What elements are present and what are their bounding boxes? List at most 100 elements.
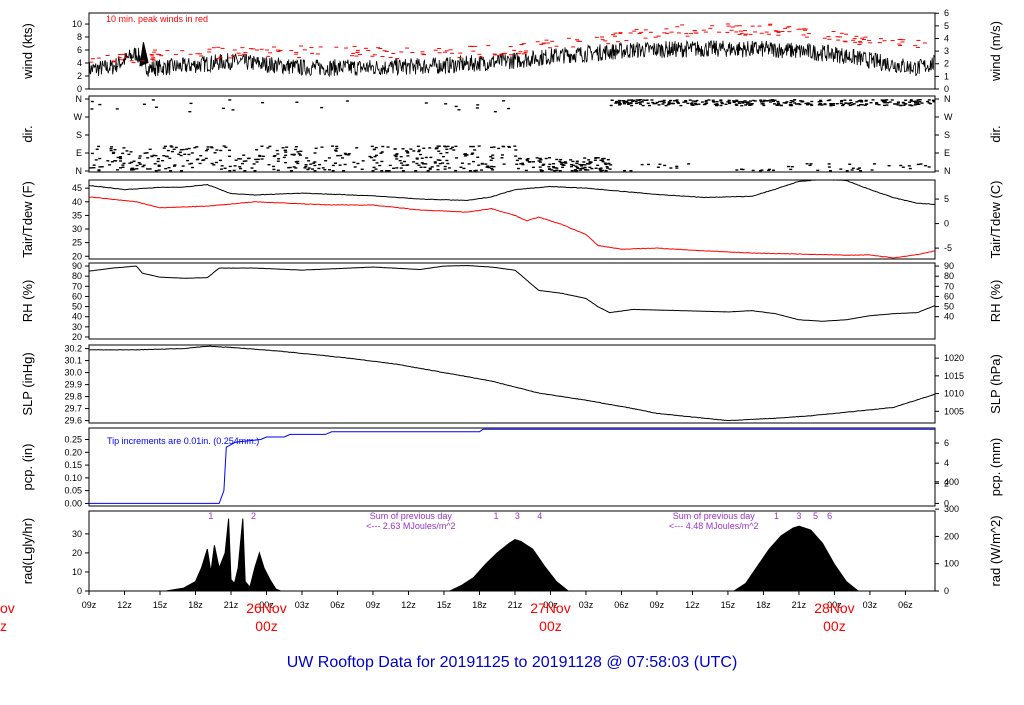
direction-point xyxy=(806,104,810,106)
x-tick-label: 06z xyxy=(330,600,345,610)
y-tick-label-left: 0.10 xyxy=(64,473,82,483)
direction-point xyxy=(741,168,745,171)
direction-point xyxy=(715,104,719,107)
direction-point xyxy=(586,169,590,171)
direction-point xyxy=(827,163,831,165)
direction-point xyxy=(231,109,235,111)
direction-point xyxy=(210,146,214,149)
direction-point xyxy=(454,145,458,148)
direction-point xyxy=(885,99,889,101)
y-tick-label-left: 30.1 xyxy=(64,356,82,366)
direction-point xyxy=(441,155,445,158)
direction-point xyxy=(405,164,409,166)
y-tick-label-left: 30 xyxy=(72,322,82,332)
direction-point xyxy=(882,100,886,103)
direction-point xyxy=(582,161,586,163)
direction-point xyxy=(355,147,359,149)
direction-point xyxy=(167,166,171,169)
direction-point xyxy=(253,170,257,172)
y-axis-label-left: RH (%) xyxy=(20,280,35,323)
direction-point xyxy=(776,103,780,106)
direction-point xyxy=(119,157,123,160)
hour-marker: 3 xyxy=(515,511,520,521)
direction-point xyxy=(452,149,456,151)
direction-point xyxy=(776,102,780,105)
y-tick-label-right: 1005 xyxy=(944,406,964,416)
direction-point xyxy=(476,104,480,106)
direction-point xyxy=(684,101,688,103)
direction-point xyxy=(146,157,150,159)
direction-point xyxy=(372,148,376,151)
direction-point xyxy=(870,169,874,171)
direction-point xyxy=(125,150,129,152)
direction-point xyxy=(256,158,260,161)
direction-point xyxy=(617,99,621,102)
direction-point xyxy=(860,101,864,103)
direction-point xyxy=(555,167,559,169)
y-tick-label-right: E xyxy=(944,148,950,158)
direction-point xyxy=(174,146,178,149)
direction-point xyxy=(294,146,298,148)
direction-point xyxy=(313,152,317,154)
direction-point xyxy=(640,101,644,103)
chart-panel-6: pcp. (in) pcp. (mm) 0.00 0.05 0.10 0.15 0.20 0.… xyxy=(20,427,1003,508)
direction-point xyxy=(296,162,300,165)
direction-point xyxy=(916,102,920,104)
direction-point xyxy=(552,163,556,165)
direction-point xyxy=(789,102,793,104)
direction-point xyxy=(516,167,520,170)
direction-point xyxy=(255,161,259,163)
direction-point xyxy=(380,151,384,153)
x-tick-label: 18z xyxy=(472,600,487,610)
direction-point xyxy=(387,170,391,172)
direction-point xyxy=(142,164,146,166)
direction-point xyxy=(187,153,191,156)
direction-point xyxy=(664,104,668,107)
direction-point xyxy=(563,161,567,163)
direction-point xyxy=(283,149,287,152)
direction-point xyxy=(574,165,578,167)
direction-point xyxy=(165,155,169,158)
direction-point xyxy=(899,164,903,167)
direction-point xyxy=(380,160,384,163)
radiation-area xyxy=(733,525,859,591)
direction-point xyxy=(421,163,425,165)
direction-point xyxy=(436,165,440,167)
direction-point xyxy=(118,156,122,159)
direction-point xyxy=(776,100,780,103)
x-tick-label: 09z xyxy=(82,600,97,610)
direction-point xyxy=(635,99,639,101)
direction-point xyxy=(550,169,554,171)
direction-point xyxy=(915,103,919,106)
direction-point xyxy=(401,170,405,172)
plot-area xyxy=(89,264,935,322)
direction-point xyxy=(663,164,667,167)
direction-point xyxy=(641,104,645,107)
y-tick-label-right: W xyxy=(944,112,953,122)
direction-point xyxy=(98,103,102,106)
direction-point xyxy=(335,147,339,150)
x-tick-label: 03z xyxy=(863,600,878,610)
direction-point xyxy=(150,155,154,157)
direction-point xyxy=(143,152,147,154)
direction-point xyxy=(759,99,763,101)
direction-point xyxy=(629,102,633,104)
x-tick-label: 06z xyxy=(898,600,913,610)
direction-point xyxy=(281,147,285,149)
direction-point xyxy=(515,159,519,162)
y-tick-label-right: 0 xyxy=(944,586,949,596)
x-tick-label: 00z xyxy=(827,600,842,610)
y-tick-label-right: 6 xyxy=(944,8,949,18)
direction-point xyxy=(601,158,605,160)
direction-point xyxy=(368,155,372,158)
direction-point xyxy=(848,163,852,165)
direction-point xyxy=(630,104,634,107)
direction-point xyxy=(424,163,428,165)
direction-point xyxy=(446,162,450,165)
direction-point xyxy=(443,168,447,170)
direction-point xyxy=(768,99,772,101)
direction-point xyxy=(228,165,232,168)
direction-point xyxy=(531,166,535,169)
direction-point xyxy=(258,155,262,157)
direction-point xyxy=(334,150,338,152)
